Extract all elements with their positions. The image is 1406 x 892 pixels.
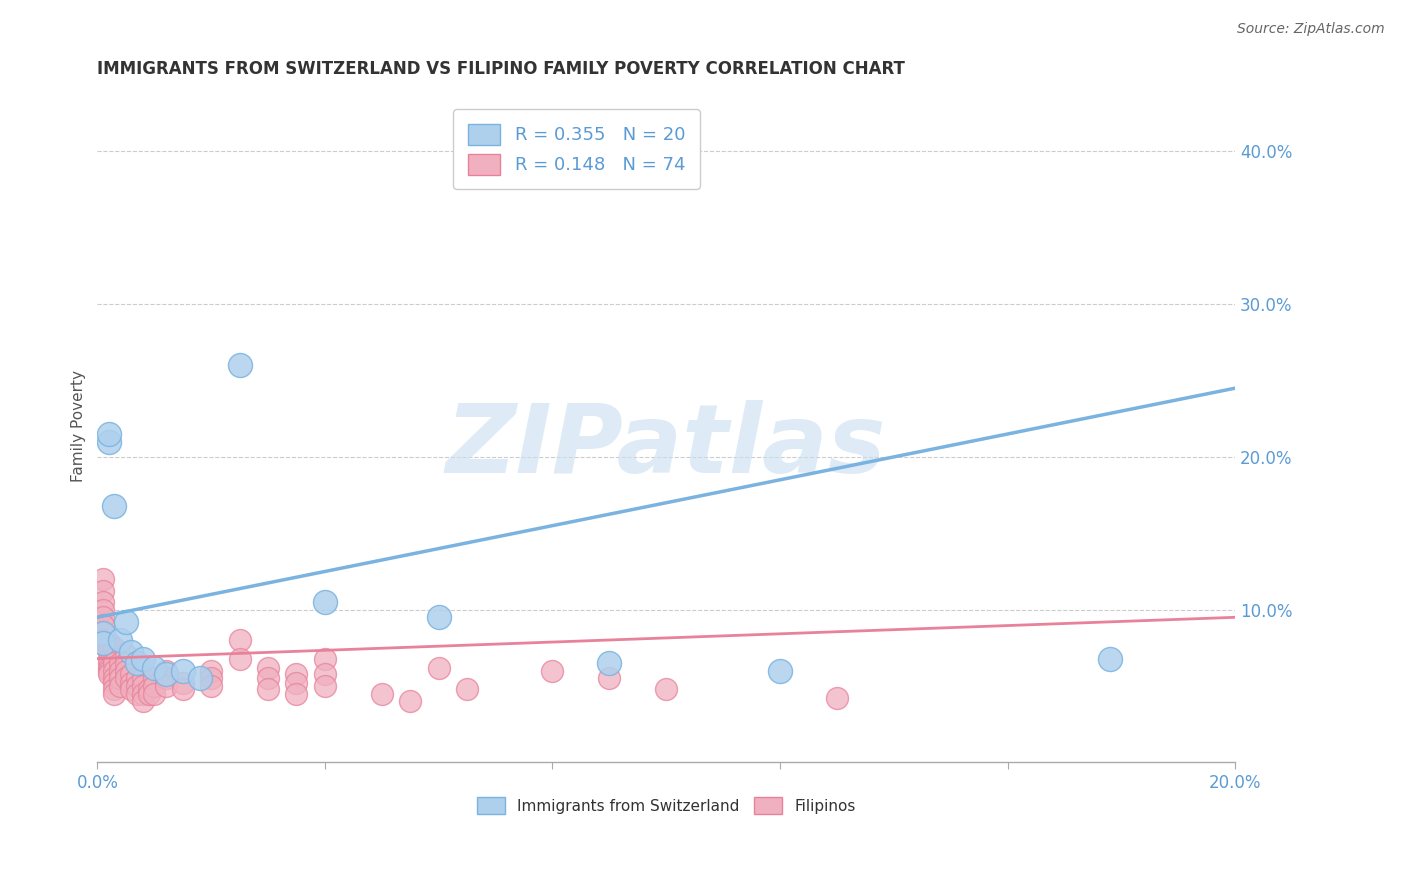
Point <box>127 672 149 686</box>
Point <box>91 584 114 599</box>
Point <box>103 499 125 513</box>
Point <box>143 687 166 701</box>
Point <box>399 694 422 708</box>
Point <box>172 682 194 697</box>
Point <box>97 636 120 650</box>
Point <box>257 682 280 697</box>
Point <box>132 694 155 708</box>
Point <box>769 664 792 678</box>
Point <box>114 664 136 678</box>
Point <box>97 651 120 665</box>
Legend: Immigrants from Switzerland, Filipinos: Immigrants from Switzerland, Filipinos <box>470 789 863 822</box>
Point <box>108 679 131 693</box>
Point <box>91 610 114 624</box>
Point <box>155 672 177 686</box>
Text: Source: ZipAtlas.com: Source: ZipAtlas.com <box>1237 22 1385 37</box>
Point <box>172 676 194 690</box>
Point <box>91 572 114 586</box>
Point <box>121 645 143 659</box>
Point <box>598 672 620 686</box>
Point <box>371 687 394 701</box>
Point <box>541 664 564 678</box>
Point <box>228 358 250 372</box>
Point <box>655 682 678 697</box>
Text: ZIPatlas: ZIPatlas <box>446 400 887 493</box>
Point <box>103 664 125 678</box>
Point <box>91 595 114 609</box>
Text: IMMIGRANTS FROM SWITZERLAND VS FILIPINO FAMILY POVERTY CORRELATION CHART: IMMIGRANTS FROM SWITZERLAND VS FILIPINO … <box>97 60 905 78</box>
Point <box>91 625 114 640</box>
Point <box>97 427 120 442</box>
Point <box>456 682 478 697</box>
Point <box>103 687 125 701</box>
Point <box>127 656 149 670</box>
Point <box>257 672 280 686</box>
Point <box>108 664 131 678</box>
Point <box>132 672 155 686</box>
Point <box>427 610 450 624</box>
Point <box>91 618 114 632</box>
Point <box>155 664 177 678</box>
Point <box>91 636 114 650</box>
Point <box>172 664 194 678</box>
Point <box>103 672 125 686</box>
Point <box>121 666 143 681</box>
Point <box>598 656 620 670</box>
Point <box>285 676 308 690</box>
Point <box>114 672 136 686</box>
Point <box>228 651 250 665</box>
Point <box>138 687 160 701</box>
Point <box>114 656 136 670</box>
Point <box>285 666 308 681</box>
Point <box>143 672 166 686</box>
Point <box>97 664 120 678</box>
Y-axis label: Family Poverty: Family Poverty <box>72 370 86 483</box>
Point <box>103 682 125 697</box>
Point <box>114 615 136 629</box>
Point <box>108 656 131 670</box>
Point <box>97 656 120 670</box>
Point <box>103 651 125 665</box>
Point <box>108 672 131 686</box>
Point <box>143 679 166 693</box>
Point <box>121 682 143 697</box>
Point <box>97 661 120 675</box>
Point <box>91 633 114 648</box>
Point <box>285 687 308 701</box>
Point <box>314 666 336 681</box>
Point <box>103 656 125 670</box>
Point <box>228 633 250 648</box>
Point <box>127 679 149 693</box>
Point <box>314 595 336 609</box>
Point <box>200 672 222 686</box>
Point <box>200 679 222 693</box>
Point <box>114 648 136 663</box>
Point <box>103 640 125 655</box>
Point <box>132 651 155 665</box>
Point <box>97 645 120 659</box>
Point <box>121 676 143 690</box>
Point <box>132 687 155 701</box>
Point <box>314 679 336 693</box>
Point <box>127 687 149 701</box>
Point <box>257 661 280 675</box>
Point <box>314 651 336 665</box>
Point <box>1099 651 1122 665</box>
Point <box>97 640 120 655</box>
Point <box>103 676 125 690</box>
Point <box>108 633 131 648</box>
Point <box>155 666 177 681</box>
Point <box>143 661 166 675</box>
Point <box>91 625 114 640</box>
Point <box>825 691 848 706</box>
Point <box>200 664 222 678</box>
Point <box>138 682 160 697</box>
Point <box>188 672 211 686</box>
Point <box>427 661 450 675</box>
Point <box>132 679 155 693</box>
Point <box>155 679 177 693</box>
Point <box>97 666 120 681</box>
Point <box>91 602 114 616</box>
Point <box>97 434 120 449</box>
